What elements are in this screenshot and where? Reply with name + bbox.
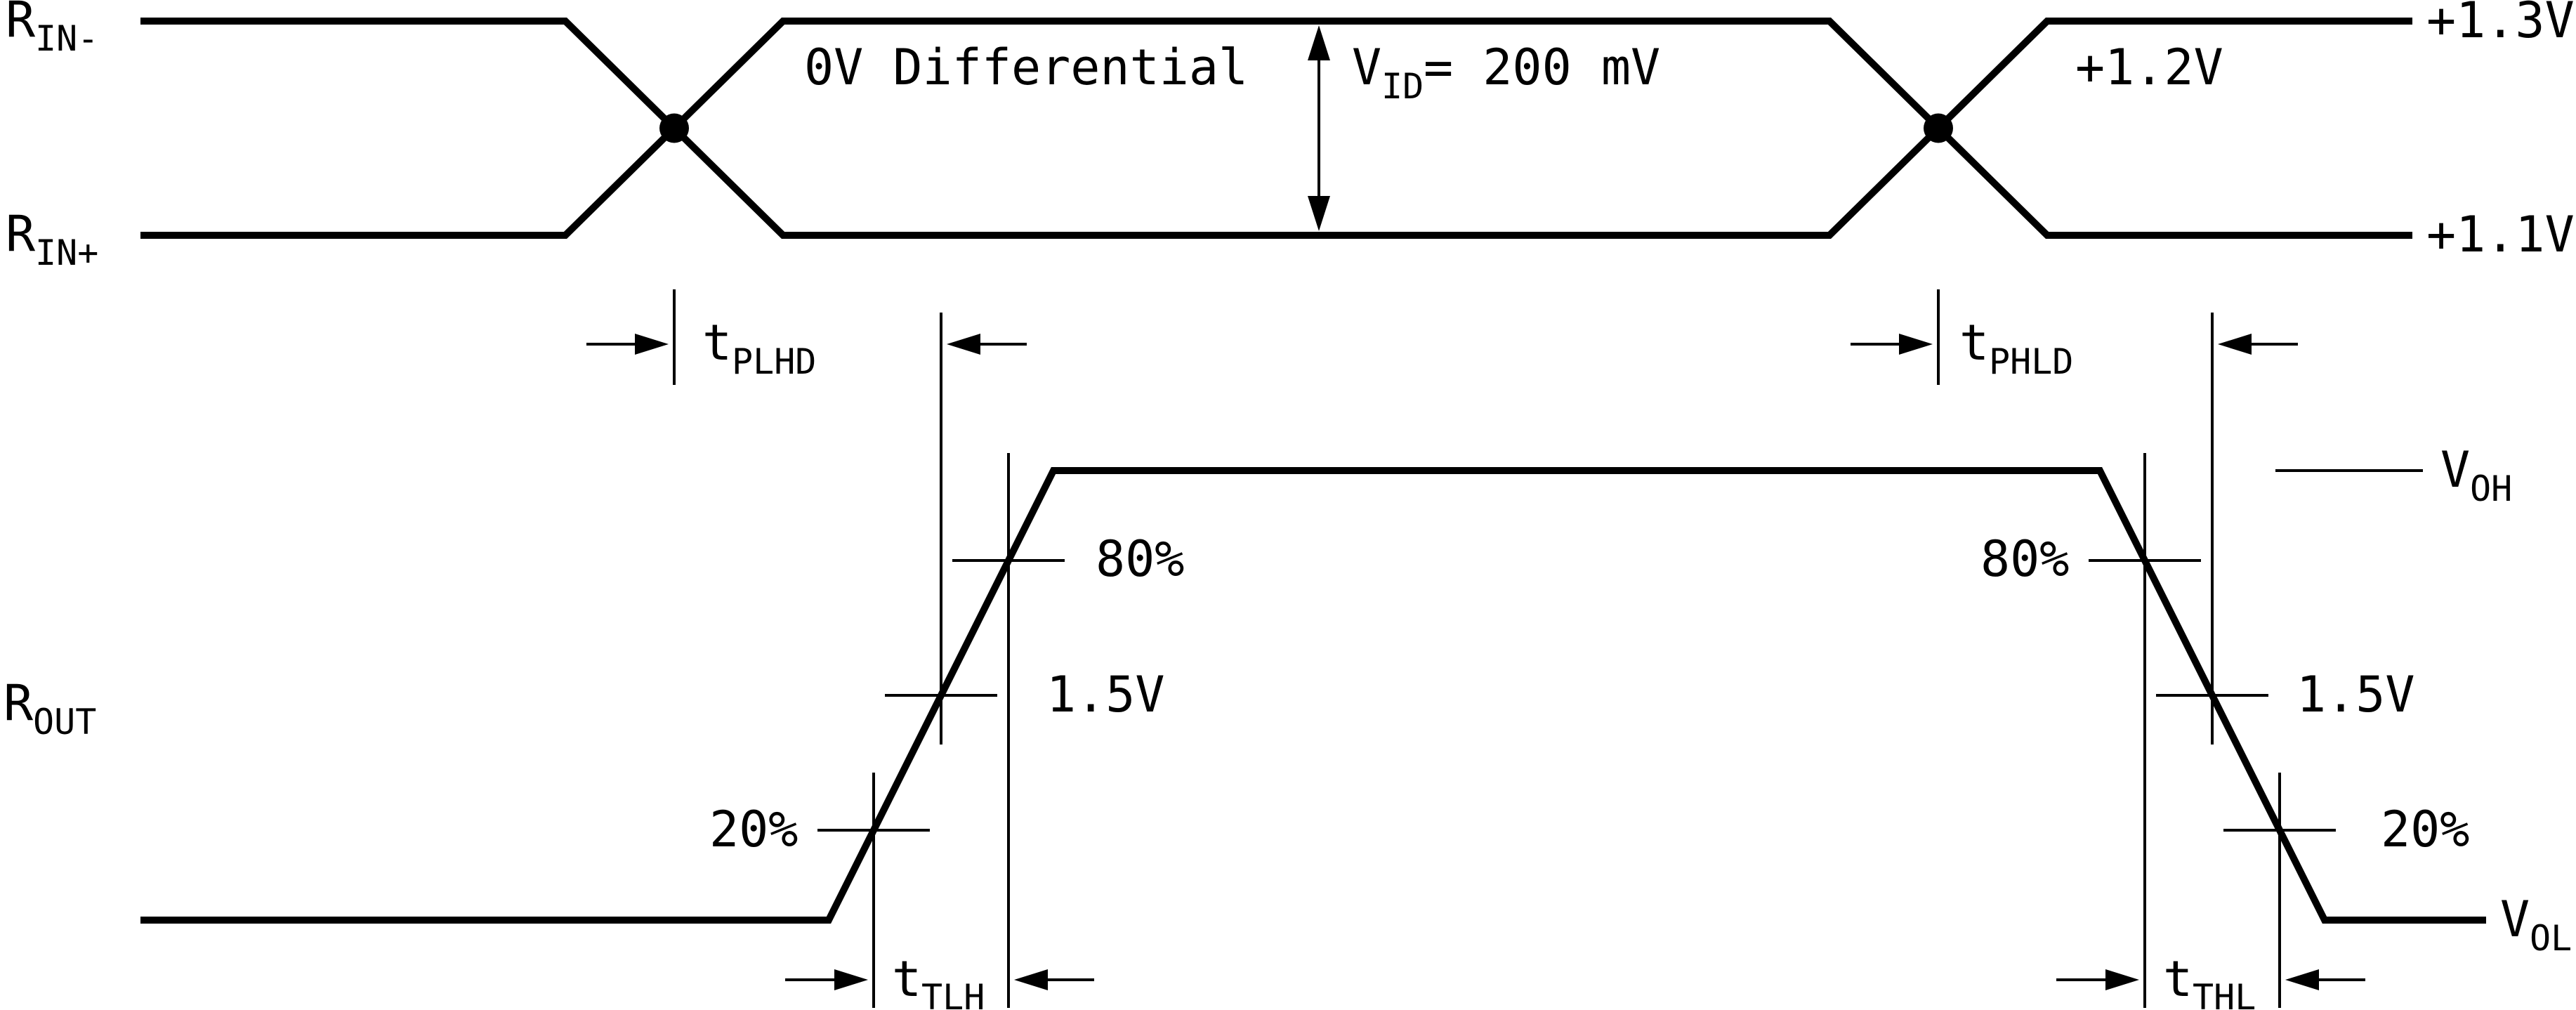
measurement-lines: [673, 289, 2281, 1008]
ttlh-label: t TLH: [892, 950, 985, 1010]
tthl-label: t THL: [2163, 950, 2256, 1010]
threshold-ticks: [817, 559, 2336, 832]
arrow-down-head: [1308, 196, 1330, 231]
vid-label: V ID = 200 mV: [1352, 39, 1660, 110]
rin-plus-trace: [140, 18, 2412, 239]
vid-dimension-arrow: [1308, 25, 1330, 231]
arrow-right-head: [834, 969, 868, 990]
tplhd-label: t PLHD: [702, 314, 816, 382]
rout-label: R OUT: [4, 674, 96, 742]
fall-80-label: 80%: [1980, 530, 2069, 588]
crossover-dot-left: [659, 113, 689, 143]
rise-80-label: 80%: [1096, 530, 1184, 588]
crossover-dot-right: [1924, 113, 1953, 143]
arrow-left-head: [1014, 969, 1048, 990]
voh-label: V OH: [2440, 441, 2512, 509]
arrow-right-head: [2105, 969, 2139, 990]
fall-20-label: 20%: [2381, 801, 2469, 858]
fall-mid-label: 1.5V: [2296, 666, 2415, 723]
arrow-right-head: [635, 334, 669, 355]
rin-minus-trace: [140, 18, 2412, 239]
rail-high-label: +1.3V: [2426, 0, 2575, 49]
rin-minus-label: R IN-: [6, 0, 98, 59]
arrow-left-head: [947, 334, 980, 355]
crossing-voltage-label: +1.2V: [2075, 39, 2223, 96]
arrow-left-head: [2285, 969, 2319, 990]
tplhd-arrows: [586, 334, 1027, 355]
zero-differential-label: 0V Differential: [804, 39, 1248, 96]
rout-trace: [140, 467, 2486, 924]
tphld-arrows: [1851, 334, 2298, 355]
rail-low-label: +1.1V: [2426, 206, 2575, 263]
tthl-arrows: [2056, 969, 2365, 990]
tphld-label: t PHLD: [1959, 314, 2073, 382]
arrow-right-head: [1899, 334, 1933, 355]
arrow-left-head: [2218, 334, 2252, 355]
input-waveforms: [140, 18, 2412, 239]
rise-20-label: 20%: [709, 801, 798, 858]
vol-label: V OL: [2500, 891, 2572, 959]
arrow-up-head: [1308, 25, 1330, 60]
rin-plus-label: R IN+: [6, 205, 98, 273]
rise-mid-label: 1.5V: [1046, 666, 1165, 723]
ttlh-arrows: [785, 969, 1094, 990]
